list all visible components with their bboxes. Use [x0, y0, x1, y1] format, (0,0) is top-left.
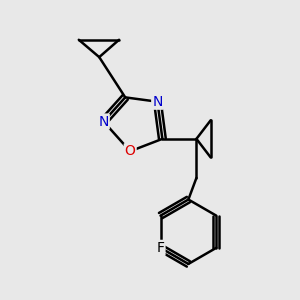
Text: N: N: [98, 115, 109, 128]
Text: F: F: [157, 241, 164, 255]
Text: N: N: [152, 95, 163, 109]
Text: O: O: [125, 144, 136, 158]
